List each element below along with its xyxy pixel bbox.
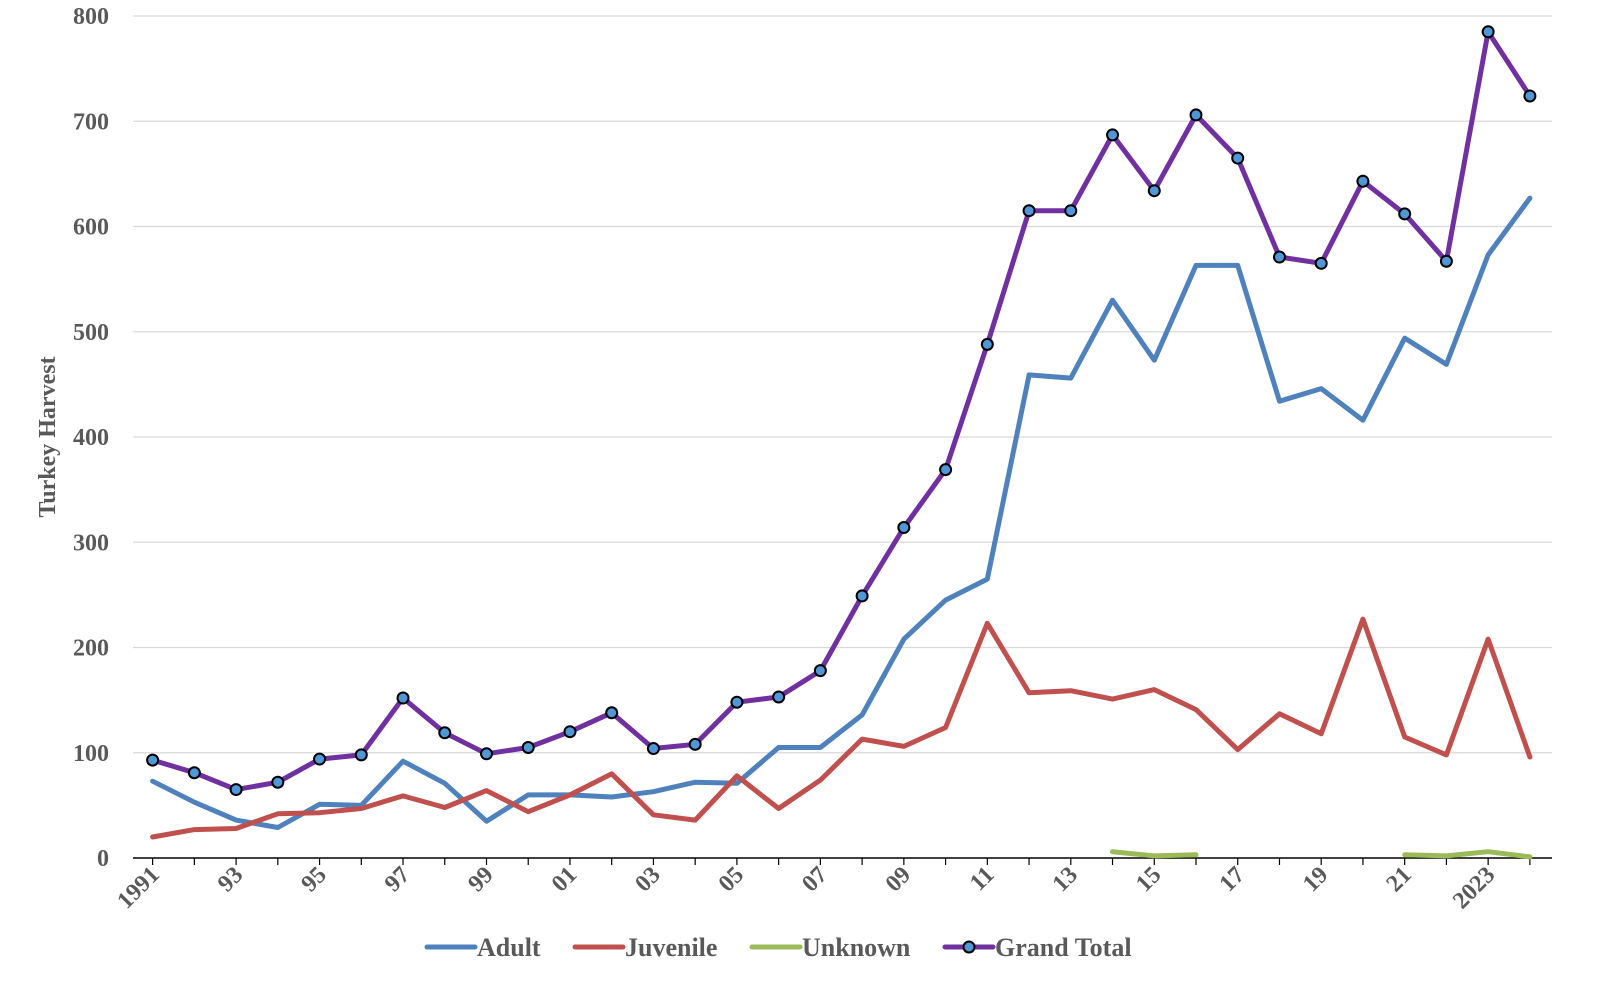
data-point-grand-total-2006 xyxy=(772,690,786,704)
data-point-grand-total-2021 xyxy=(1398,207,1412,221)
data-point-grand-total-2004 xyxy=(688,737,702,751)
data-point-grand-total-2000 xyxy=(521,740,535,754)
data-point-grand-total-1999 xyxy=(479,747,493,761)
data-point-grand-total-2024 xyxy=(1523,89,1537,103)
y-tick-label-100: 100 xyxy=(73,741,109,767)
data-point-grand-total-2019 xyxy=(1314,256,1328,270)
data-point-grand-total-2018 xyxy=(1272,250,1286,264)
y-tick-label-500: 500 xyxy=(73,320,109,346)
series-line-grand-total xyxy=(150,29,1533,793)
data-point-grand-total-2002 xyxy=(605,706,619,720)
y-axis-label: Turkey Harvest xyxy=(35,356,61,517)
series-line-juvenile xyxy=(150,616,1533,840)
data-point-grand-total-1995 xyxy=(313,752,327,766)
data-point-grand-total-1994 xyxy=(271,775,285,789)
legend-marker-grand-total xyxy=(962,940,976,954)
data-point-grand-total-2011 xyxy=(980,337,994,351)
y-tick-label-0: 0 xyxy=(97,846,109,872)
legend-label-unknown: Unknown xyxy=(802,933,911,962)
axes xyxy=(133,857,1552,865)
legend-label-juvenile: Juvenile xyxy=(625,933,717,962)
data-point-grand-total-2003 xyxy=(646,742,660,756)
data-point-grand-total-2001 xyxy=(563,725,577,739)
y-tick-label-400: 400 xyxy=(73,425,109,451)
data-point-grand-total-2023 xyxy=(1481,25,1495,39)
y-tick-label-300: 300 xyxy=(73,530,109,556)
data-point-grand-total-2016 xyxy=(1189,108,1203,122)
data-point-grand-total-2008 xyxy=(855,589,869,603)
data-point-grand-total-1992 xyxy=(187,766,201,780)
y-tick-label-600: 600 xyxy=(73,215,109,241)
data-point-grand-total-1993 xyxy=(229,783,243,797)
gridlines xyxy=(133,15,1552,754)
series-line-adult xyxy=(150,195,1533,830)
series-line-unknown-2 xyxy=(1402,849,1533,860)
data-point-grand-total-1991 xyxy=(146,753,160,767)
data-point-grand-total-2013 xyxy=(1064,204,1078,218)
data-point-grand-total-2009 xyxy=(897,521,911,535)
data-point-grand-total-2022 xyxy=(1439,254,1453,268)
data-point-grand-total-2014 xyxy=(1106,128,1120,142)
data-point-grand-total-2010 xyxy=(939,463,953,477)
series-markers xyxy=(146,25,1537,797)
data-point-grand-total-2012 xyxy=(1022,204,1036,218)
series-line-unknown-1 xyxy=(1110,849,1199,859)
data-point-grand-total-1996 xyxy=(354,748,368,762)
data-point-grand-total-2020 xyxy=(1356,174,1370,188)
data-point-grand-total-2015 xyxy=(1147,184,1161,198)
y-tick-label-800: 800 xyxy=(73,4,109,30)
data-point-grand-total-2005 xyxy=(730,695,744,709)
series-lines xyxy=(150,29,1533,860)
y-tick-label-700: 700 xyxy=(73,109,109,135)
legend-label-grand-total: Grand Total xyxy=(995,933,1132,962)
data-point-grand-total-2007 xyxy=(813,664,827,678)
y-tick-labels: 0 100 200 300 400 500 600 700 800 xyxy=(73,4,109,872)
legend: Adult Juvenile Unknown Grand Total xyxy=(424,933,1132,962)
y-tick-label-200: 200 xyxy=(73,636,109,662)
data-point-grand-total-1998 xyxy=(438,726,452,740)
legend-label-adult: Adult xyxy=(477,933,541,962)
data-point-grand-total-2017 xyxy=(1231,151,1245,165)
data-point-grand-total-1997 xyxy=(396,691,410,705)
